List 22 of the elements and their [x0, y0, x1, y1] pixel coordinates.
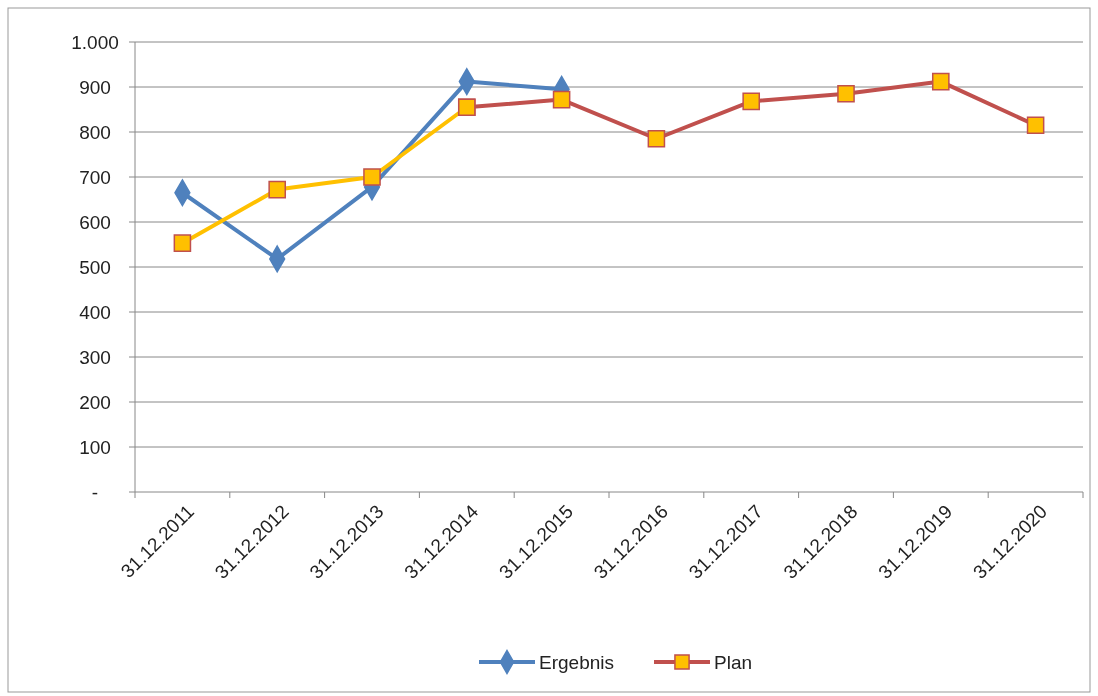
- point: [173, 234, 192, 252]
- point: [742, 92, 761, 111]
- y-tick-label: 900: [79, 76, 111, 98]
- y-tick-label: 200: [79, 391, 111, 413]
- y-tick-label: 100: [79, 436, 111, 458]
- point: [268, 180, 287, 199]
- point: [363, 168, 381, 186]
- y-tick-label: 300: [79, 346, 111, 368]
- y-tick-label: 500: [79, 256, 111, 278]
- y-tick-label: 700: [79, 166, 111, 188]
- point: [647, 129, 666, 148]
- point: [552, 90, 571, 109]
- y-tick-label: 1.000: [71, 31, 119, 53]
- point: [837, 84, 855, 103]
- y-tick-label: -: [91, 481, 99, 503]
- legend-label: Plan: [714, 651, 753, 673]
- point: [931, 72, 950, 91]
- y-tick-label: 600: [79, 211, 111, 233]
- y-tick-label: 400: [79, 301, 111, 323]
- legend-label: Ergebnis: [539, 651, 614, 673]
- y-tick-label: 800: [79, 121, 111, 143]
- point: [1026, 116, 1045, 135]
